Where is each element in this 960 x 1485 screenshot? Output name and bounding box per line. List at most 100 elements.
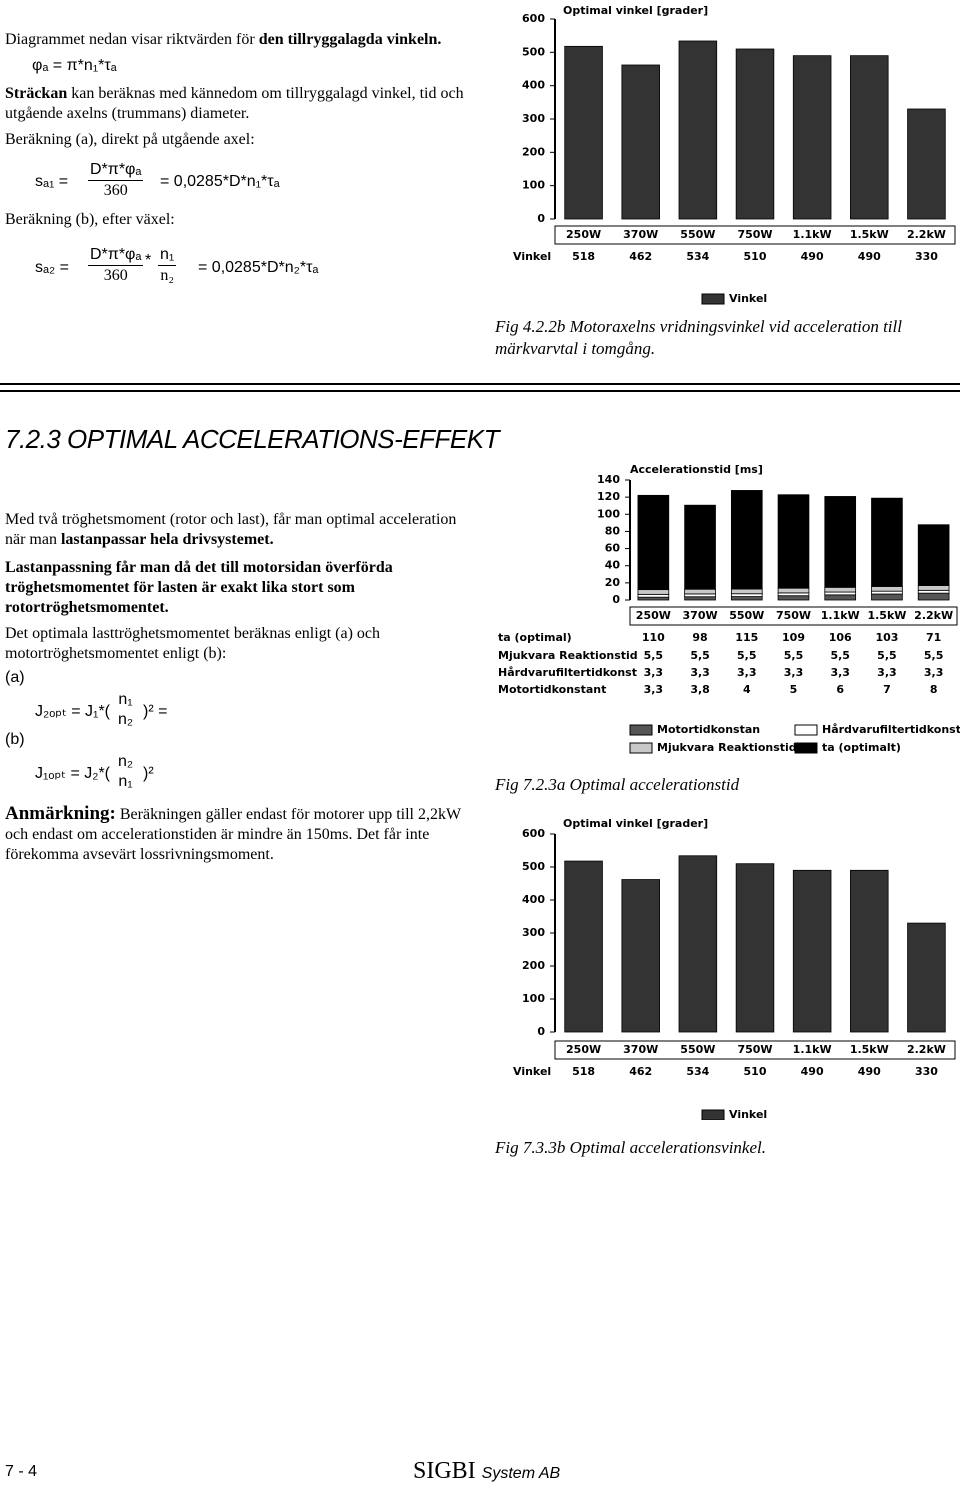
paragraph: Beräkning (a), direkt på utgående axel:	[5, 131, 255, 148]
bar	[637, 593, 670, 598]
legend-swatch	[701, 1109, 725, 1120]
data-label: 518	[572, 250, 595, 263]
bar	[907, 108, 946, 220]
data-label: 106	[829, 631, 852, 644]
y-tick-label: 140	[597, 473, 620, 486]
y-tick-label: 100	[522, 992, 545, 1005]
data-label: 3,8	[690, 683, 710, 696]
bar	[735, 48, 775, 220]
x-tick-label: 250W	[566, 228, 601, 241]
bar	[684, 588, 716, 595]
data-label: 109	[782, 631, 805, 644]
bar	[917, 592, 950, 601]
y-tick-label: 200	[522, 959, 545, 972]
y-tick-label: 60	[605, 542, 621, 555]
bar	[777, 494, 810, 589]
denominator: n₂	[118, 711, 134, 728]
text: Anmärkning:	[5, 803, 116, 824]
fraction: D*π*φₐ 360	[88, 245, 144, 286]
text: lastanpassar hela drivsystemet.	[60, 531, 274, 548]
data-label: 518	[572, 1065, 595, 1078]
data-label: 5,5	[690, 649, 710, 662]
legend-swatch	[629, 742, 653, 754]
bar	[678, 855, 718, 1033]
bar	[684, 593, 716, 598]
data-label: 3,3	[784, 666, 804, 679]
row-label: Motortidkonstant	[498, 683, 606, 696]
paragraph: Det optimala lasttröghetsmomentet beräkn…	[5, 625, 380, 662]
bar	[564, 45, 603, 220]
text: Sträckan	[5, 85, 68, 102]
bar	[824, 586, 857, 593]
x-tick-label: 750W	[737, 228, 772, 241]
caption: Fig 4.2.2b Motoraxelns vridningsvinkel v…	[495, 317, 902, 358]
y-tick-label: 600	[522, 12, 545, 25]
data-label: 5	[790, 683, 798, 696]
paragraph: Lastanpassning får man då det till motor…	[5, 559, 393, 616]
formula: J₁ₒₚₜ = J₂*(	[35, 765, 111, 782]
data-label: 534	[686, 1065, 709, 1078]
formula: )² =	[143, 703, 168, 720]
data-label: 5,5	[877, 649, 897, 662]
y-tick-label: 500	[522, 860, 545, 873]
formula: J₂ₒₚₜ = J₁*(	[35, 703, 111, 720]
bar	[735, 863, 775, 1033]
bar	[792, 55, 832, 220]
fraction: n₁ n₂	[118, 690, 133, 730]
bar	[824, 591, 857, 596]
bar	[730, 588, 763, 595]
row-label: ta (optimal)	[498, 631, 572, 644]
y-tick-label: 400	[522, 79, 545, 92]
x-tick-label: 1.1kW	[793, 228, 832, 241]
bar	[564, 860, 603, 1033]
bar	[637, 596, 670, 601]
row-label: Vinkel	[513, 1065, 551, 1078]
data-label: 3,3	[644, 666, 664, 679]
data-label: 3,3	[877, 666, 897, 679]
fraction: D*π*φₐ 360	[88, 160, 144, 201]
bar	[621, 879, 660, 1033]
x-tick-label: 370W	[683, 609, 718, 622]
data-label: 4	[743, 683, 751, 696]
data-label: 330	[915, 1065, 938, 1078]
bar	[637, 589, 670, 595]
bar	[684, 504, 716, 590]
denominator: 360	[103, 267, 128, 284]
bar	[678, 40, 718, 220]
denominator: 360	[103, 182, 128, 199]
data-label: 5,5	[784, 649, 804, 662]
denominator: n₂	[160, 267, 174, 284]
formula: sₐ₂ =	[35, 259, 69, 276]
bar	[777, 587, 810, 594]
data-label: 534	[686, 250, 709, 263]
legend-label: Hårdvarufiltertidkonst	[822, 723, 960, 736]
legend-label: Vinkel	[729, 1108, 767, 1120]
chart: Optimal vinkel [grader] 0 100 200 300 400 500 6…	[513, 817, 956, 1120]
data-label: 490	[858, 250, 881, 263]
numerator: D*π*φₐ	[88, 160, 144, 181]
data-label: 490	[801, 1065, 824, 1078]
paragraph: Sträckan kan beräknas med kännedom om ti…	[5, 84, 475, 124]
data-label: 115	[735, 631, 758, 644]
data-label: 510	[744, 250, 767, 263]
x-tick-label: 1.5kW	[867, 609, 906, 622]
legend-label: Mjukvara Reaktionstid	[657, 741, 797, 754]
y-tick-label: 400	[522, 893, 545, 906]
bar	[684, 596, 716, 601]
data-label: 7	[883, 683, 891, 696]
x-tick-label: 250W	[636, 609, 671, 622]
chart-title: Optimal vinkel [grader]	[563, 5, 708, 17]
table-frame	[554, 1040, 956, 1060]
chart-title: Optimal vinkel [grader]	[563, 817, 708, 830]
fraction: n₁ n₂	[158, 245, 177, 286]
data-label: 330	[915, 250, 938, 263]
caption: Fig 7.2.3a Optimal accelerationstid	[495, 775, 740, 794]
chart-title: Accelerationstid [ms]	[630, 463, 763, 476]
data-label: 5,5	[830, 649, 850, 662]
text: kan beräknas med kännedom om tillryggala…	[5, 85, 464, 122]
chart: Accelerationstid [ms] 0 20 40 60 80 100 120 140 2…	[498, 463, 960, 754]
y-tick-label: 100	[522, 179, 545, 192]
y-tick-label: 0	[537, 1025, 545, 1038]
bar	[871, 586, 903, 592]
